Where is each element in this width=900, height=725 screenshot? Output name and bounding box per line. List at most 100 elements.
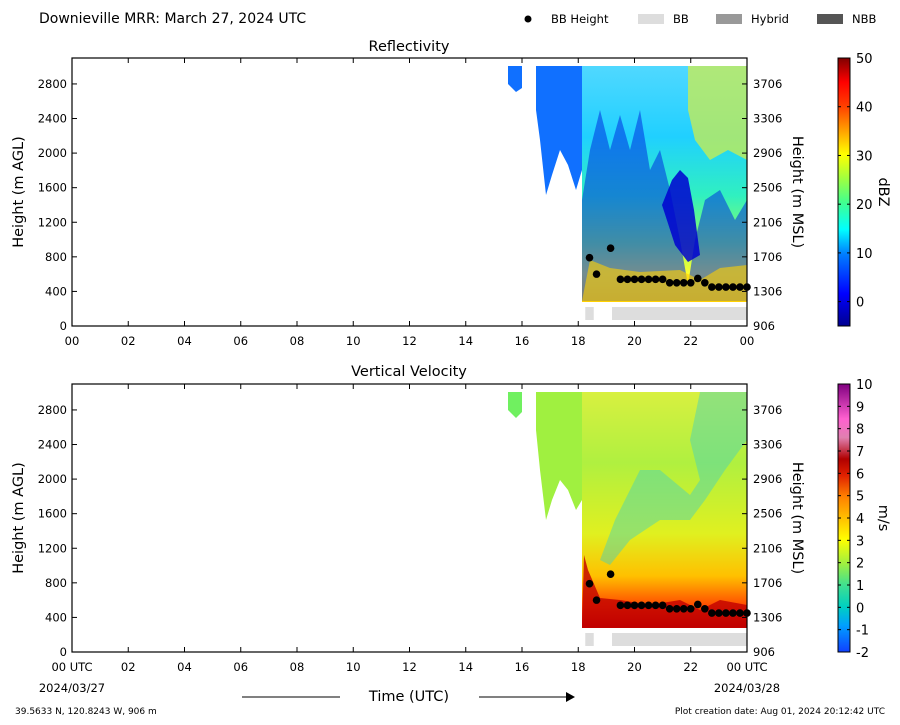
header-legend: BB Height BB Hybrid NBB: [524, 12, 876, 26]
y-tick-label-right: 1706: [753, 250, 782, 264]
reflectivity-title: Reflectivity: [369, 39, 450, 55]
colorbar-tick-label: 10: [856, 378, 873, 393]
reflectivity-panel: Reflectivity 00 02 04 06 08 10 12 14 16 18 20 22 00 …: [11, 39, 891, 348]
x-tick-label: 04: [177, 660, 192, 674]
bb-height-point: [701, 604, 709, 613]
reflectivity-field: [508, 66, 747, 302]
bb-height-point: [637, 275, 646, 284]
x-tick-label: 16: [515, 660, 530, 674]
bb-height-point: [672, 278, 681, 287]
x-tick-label: 22: [683, 660, 698, 674]
velocity-y-axis-right: 906 1306 1706 2106 2506 2906 3306 3706: [742, 403, 782, 659]
bb-height-point: [686, 278, 695, 287]
velocity-field: [508, 392, 747, 628]
velocity-panel: Vertical Velocity 00 UTC 02 04 06 08 10 12 14 16…: [11, 364, 891, 674]
x-tick-label: 20: [627, 660, 642, 674]
y-tick-label-right: 2106: [753, 215, 782, 229]
bb-height-point: [686, 604, 695, 613]
bb-height-point: [606, 570, 615, 578]
velocity-colorbar-label: m/s: [875, 505, 891, 532]
colorbar-tick-label: -2: [856, 646, 869, 661]
bb-height-point: [637, 601, 646, 610]
bb-type-segment: [585, 633, 594, 646]
bb-height-point: [722, 283, 730, 291]
bb-height-point: [665, 604, 674, 613]
bb-type-segment: [612, 307, 747, 320]
colorbar-tick-label: 7: [856, 445, 864, 460]
velocity-streak-1: [508, 392, 522, 418]
y-tick-label-right: 2506: [753, 181, 782, 195]
bb-height-point: [658, 601, 667, 610]
x-tick-label: 14: [458, 334, 473, 348]
y-tick-label: 1600: [38, 181, 67, 195]
reflectivity-weak-core: [662, 170, 700, 262]
legend-label-bb: BB: [673, 12, 689, 26]
colorbar-tick-label: 5: [856, 490, 864, 505]
bb-type-segment: [612, 633, 747, 646]
x-tick-label: 18: [571, 334, 586, 348]
bb-height-point: [729, 609, 737, 617]
reflectivity-x-axis: 00 02 04 06 08 10 12 14 16 18 20 22 00: [65, 58, 755, 348]
y-tick-label-right: 3306: [753, 112, 782, 126]
x-date-end: 2024/03/28: [714, 681, 780, 695]
y-tick-label: 2400: [38, 112, 67, 126]
bb-height-point: [644, 275, 653, 284]
x-tick-label: 12: [402, 660, 417, 674]
x-tick-label: 00: [65, 334, 80, 348]
velocity-ylabel-right: Height (m MSL): [789, 462, 805, 574]
bb-height-point: [729, 283, 737, 291]
x-tick-label: 06: [233, 334, 248, 348]
x-tick-label: 06: [233, 660, 248, 674]
y-tick-label-right: 2106: [753, 541, 782, 555]
reflectivity-colorbar-label: dBZ: [875, 177, 891, 206]
reflectivity-ylabel-right: Height (m MSL): [789, 136, 805, 248]
x-tick-label: 14: [458, 660, 473, 674]
bb-height-point: [665, 278, 674, 287]
legend-patch-bb: [638, 14, 664, 24]
colorbar-tick-label: 30: [856, 149, 873, 164]
y-tick-label-right: 3306: [753, 438, 782, 452]
x-tick-label: 02: [121, 334, 136, 348]
legend-label-hybrid: Hybrid: [751, 12, 789, 26]
reflectivity-upper-high: [688, 66, 747, 160]
colorbar-tick-label: 0: [856, 601, 864, 616]
bb-height-point: [630, 601, 639, 610]
velocity-ylabel: Height (m AGL): [11, 462, 27, 574]
colorbar-tick-label: 3: [856, 534, 864, 549]
x-tick-label: 10: [346, 334, 361, 348]
colorbar-tick-label: -1: [856, 624, 869, 639]
colorbar-tick-label: 10: [856, 247, 873, 262]
bb-height-point: [701, 278, 709, 287]
y-tick-label: 1200: [38, 541, 67, 555]
bb-height-point: [592, 270, 601, 278]
x-tick-label: 08: [290, 660, 305, 674]
bb-height-point: [630, 275, 639, 284]
y-tick-label-right: 906: [753, 319, 775, 333]
bb-height-point: [585, 253, 594, 262]
x-tick-label: 10: [346, 660, 361, 674]
reflectivity-streaks-2: [536, 66, 582, 195]
bb-height-point: [693, 274, 702, 283]
reflectivity-bb-height-series: [585, 244, 751, 291]
colorbar-tick-label: 8: [856, 423, 864, 438]
x-tick-label: 12: [402, 334, 417, 348]
x-tick-label: 18: [571, 660, 586, 674]
x-tick-label: 04: [177, 334, 192, 348]
reflectivity-streak-1: [508, 66, 522, 92]
legend-patch-hybrid: [716, 14, 742, 24]
colorbar-tick-label: 6: [856, 467, 864, 482]
reflectivity-colorbar-scale: [837, 57, 851, 327]
bb-height-point: [616, 601, 625, 610]
y-tick-label-right: 1306: [753, 284, 782, 298]
x-tick-label: 00: [740, 334, 755, 348]
y-tick-label-right: 2906: [753, 146, 782, 160]
bb-height-point: [715, 609, 723, 617]
x-tick-label: 08: [290, 334, 305, 348]
y-tick-label-right: 2906: [753, 472, 782, 486]
reflectivity-bb-type-strip: [585, 307, 747, 320]
y-tick-label: 800: [45, 576, 67, 590]
velocity-weak-updraft-band: [600, 392, 747, 565]
bb-type-segment: [585, 307, 594, 320]
colorbar-tick-label: 50: [856, 52, 873, 67]
velocity-title: Vertical Velocity: [351, 364, 467, 380]
